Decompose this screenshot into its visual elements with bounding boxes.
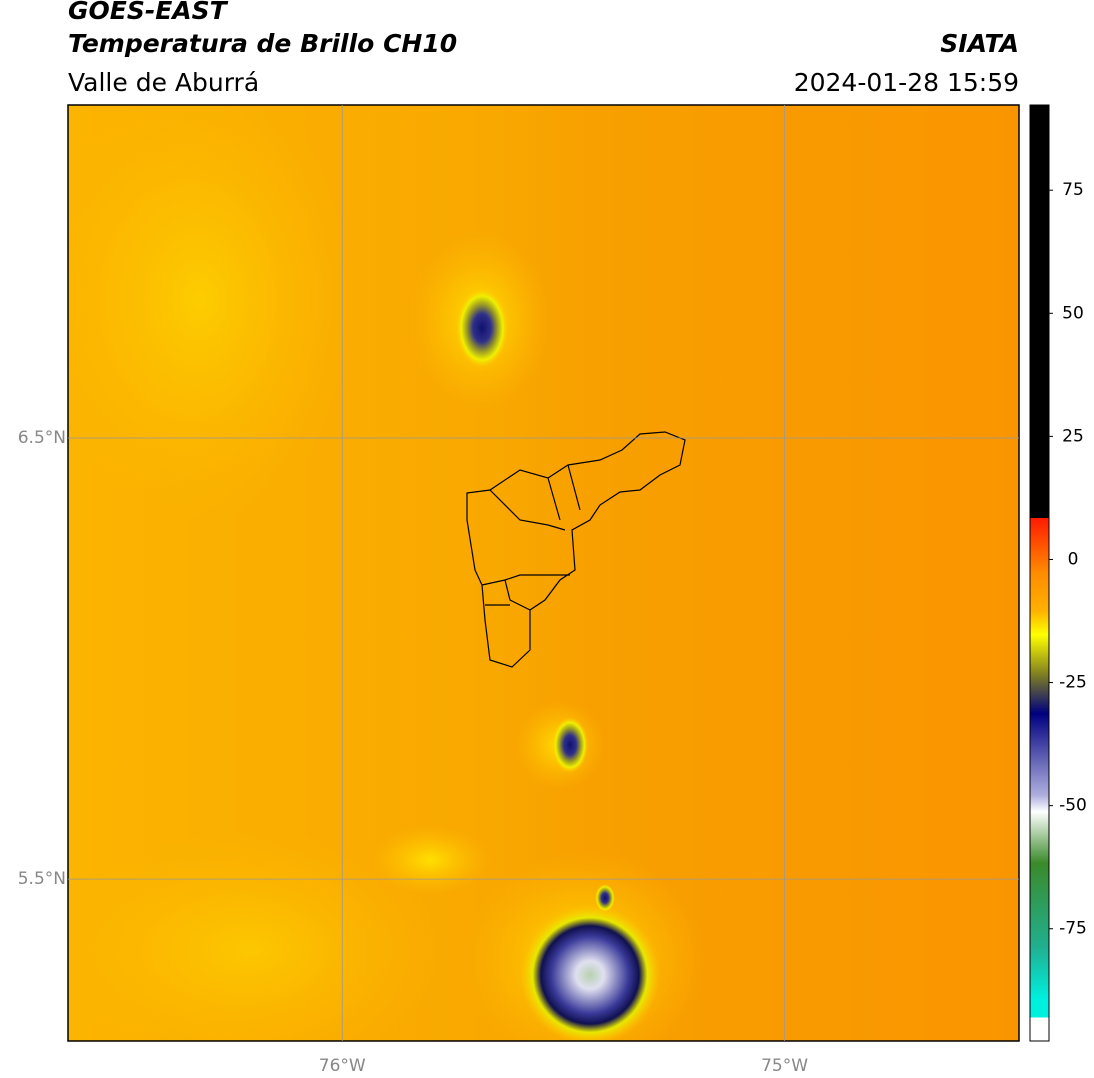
colorbar-tick-label: 75 (1062, 180, 1084, 200)
map-frame (67, 104, 1020, 1042)
datetime: 2024-01-28 15:59 (794, 68, 1019, 97)
colorbar-tick-label: -50 (1059, 796, 1087, 816)
agency: SIATA (940, 29, 1019, 58)
municipal-boundaries (466, 431, 686, 668)
colorbar-tick-label: -75 (1059, 919, 1087, 939)
source-title: GOES-EAST (68, 0, 229, 25)
field (68, 105, 1019, 1041)
colorbar-tick-label: 50 (1062, 303, 1084, 323)
colorbar (1029, 104, 1050, 1042)
product-title: Temperatura de Brillo CH10 (68, 29, 457, 58)
colorbar-tick-label: 25 (1062, 426, 1084, 446)
colorbar-tick-label: 0 (1068, 549, 1079, 569)
colorbar-tick-label: -25 (1059, 673, 1087, 693)
lat-tick-label: 6.5°N (18, 428, 66, 448)
lat-tick-label: 5.5°N (18, 869, 66, 889)
lon-tick-label: 76°W (319, 1056, 366, 1076)
lon-tick-label: 75°W (761, 1056, 808, 1076)
region: Valle de Aburrá (68, 68, 259, 97)
